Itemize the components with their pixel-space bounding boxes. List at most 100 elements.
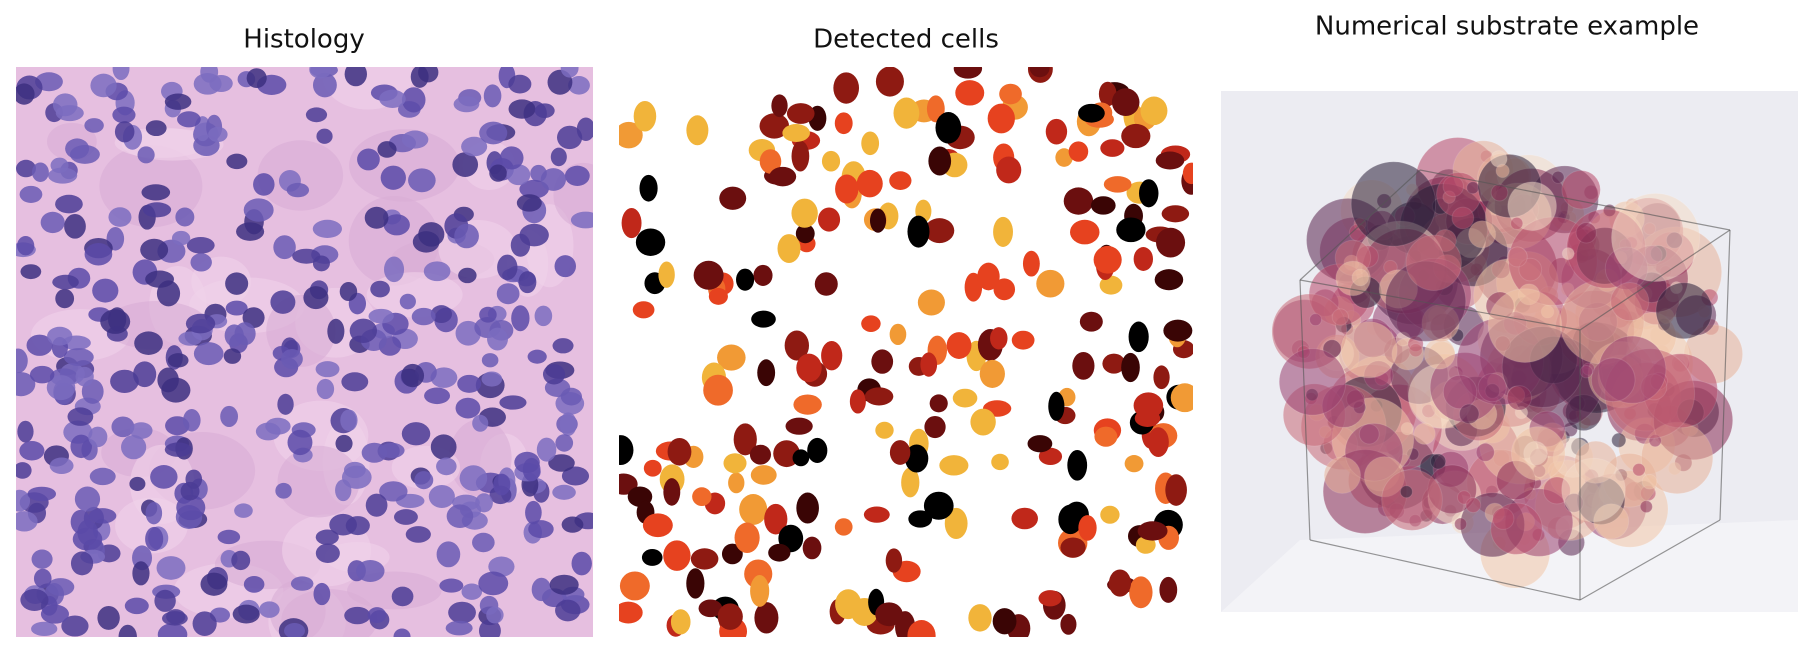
cell <box>834 112 853 135</box>
cell <box>863 506 890 523</box>
cell <box>1170 383 1193 413</box>
cell <box>1048 391 1065 421</box>
nucleus <box>461 583 483 600</box>
cell <box>796 353 822 383</box>
nucleus <box>475 493 493 513</box>
cell <box>1038 447 1063 466</box>
nucleus <box>364 206 389 229</box>
nucleus <box>226 153 248 170</box>
nucleus <box>192 611 217 636</box>
cell <box>619 121 643 149</box>
nucleus <box>112 106 136 124</box>
nucleus <box>90 73 117 98</box>
nucleus <box>157 623 188 637</box>
cell <box>856 169 883 198</box>
nucleus <box>97 605 120 630</box>
nucleus <box>217 529 241 545</box>
cell <box>749 444 772 465</box>
nucleus <box>92 278 119 303</box>
cell <box>1161 205 1190 223</box>
sphere <box>1655 282 1713 340</box>
nucleus <box>284 623 305 637</box>
nucleus <box>190 253 212 272</box>
cell <box>889 440 911 465</box>
nucleus <box>365 493 388 517</box>
cell <box>821 150 841 172</box>
cell <box>1153 365 1170 390</box>
cell <box>1011 330 1035 350</box>
nucleus <box>31 162 49 182</box>
nucleus <box>455 397 481 419</box>
nucleus <box>514 451 540 474</box>
histology-nuclei <box>16 67 593 637</box>
sphere <box>1487 288 1563 363</box>
nucleus <box>129 476 146 491</box>
nucleus <box>234 503 253 518</box>
nucleus <box>140 238 169 261</box>
nucleus <box>430 434 457 460</box>
cell <box>1129 576 1153 609</box>
cell <box>861 315 881 332</box>
nucleus <box>265 417 291 435</box>
cell <box>1165 474 1187 506</box>
cell <box>1182 162 1193 185</box>
sphere <box>1340 321 1398 379</box>
cell <box>641 548 663 566</box>
nucleus <box>178 331 203 346</box>
cell <box>784 330 810 361</box>
nucleus <box>141 184 171 201</box>
cell <box>991 453 1009 471</box>
nucleus <box>129 422 153 439</box>
cell <box>1099 275 1123 295</box>
cell <box>717 603 743 630</box>
cell <box>1108 569 1132 597</box>
cell <box>1068 141 1089 162</box>
cell <box>871 349 894 374</box>
nucleus <box>548 454 575 472</box>
cell <box>633 100 657 132</box>
nucleus <box>161 377 191 403</box>
cell <box>750 465 777 485</box>
nucleus <box>525 500 542 525</box>
cell <box>834 518 853 536</box>
cell <box>791 198 818 228</box>
nucleus <box>312 72 337 98</box>
nucleus <box>75 366 94 387</box>
nucleus <box>570 211 593 229</box>
nucleus <box>167 353 189 368</box>
nucleus <box>457 374 482 393</box>
cell <box>970 408 996 436</box>
sphere <box>1506 385 1533 411</box>
nucleus <box>164 93 192 110</box>
cell <box>869 208 887 233</box>
cell <box>736 268 755 291</box>
sphere <box>1641 473 1658 490</box>
nucleus <box>16 489 31 512</box>
nucleus <box>70 434 92 459</box>
nucleus <box>410 67 429 88</box>
nucleus <box>446 504 474 529</box>
cell <box>952 388 978 408</box>
cell <box>999 83 1022 105</box>
nucleus <box>89 467 116 486</box>
nucleus <box>508 74 532 94</box>
nucleus <box>335 434 353 453</box>
cell <box>807 437 828 463</box>
cell <box>1154 269 1184 291</box>
nucleus <box>377 141 397 158</box>
nucleus <box>531 577 552 602</box>
sphere <box>1611 192 1701 283</box>
cell <box>642 513 673 538</box>
cell <box>771 94 788 118</box>
sphere <box>1331 308 1350 326</box>
nucleus <box>453 96 480 113</box>
nucleus <box>499 395 527 410</box>
cell <box>759 149 782 174</box>
nucleus <box>305 107 328 123</box>
nucleus <box>162 611 188 626</box>
nucleus <box>16 236 35 256</box>
cell <box>721 543 743 565</box>
sphere <box>1492 507 1515 530</box>
sphere <box>1518 257 1543 282</box>
cell <box>889 171 912 191</box>
